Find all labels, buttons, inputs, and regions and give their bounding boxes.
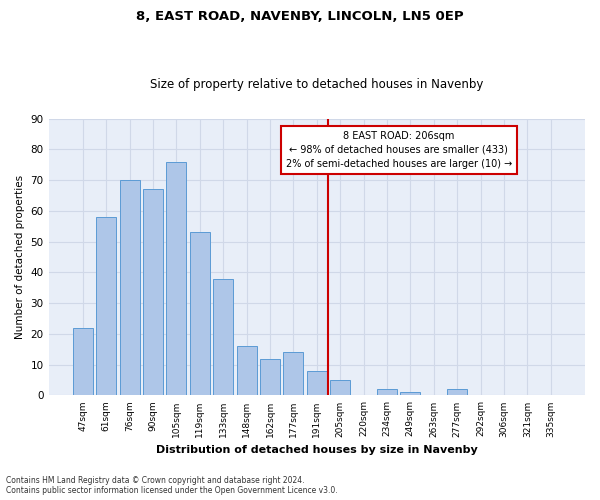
Text: 8, EAST ROAD, NAVENBY, LINCOLN, LN5 0EP: 8, EAST ROAD, NAVENBY, LINCOLN, LN5 0EP [136, 10, 464, 23]
Bar [166, 162, 187, 396]
Bar [260, 358, 280, 396]
Bar [307, 371, 327, 396]
Bar [213, 278, 233, 396]
X-axis label: Distribution of detached houses by size in Navenby: Distribution of detached houses by size … [156, 445, 478, 455]
Bar [330, 380, 350, 396]
Text: 8 EAST ROAD: 206sqm
← 98% of detached houses are smaller (433)
2% of semi-detach: 8 EAST ROAD: 206sqm ← 98% of detached ho… [286, 131, 512, 169]
Bar [97, 217, 116, 396]
Y-axis label: Number of detached properties: Number of detached properties [15, 175, 25, 339]
Bar [447, 390, 467, 396]
Bar [236, 346, 257, 396]
Bar [283, 352, 304, 396]
Text: Contains HM Land Registry data © Crown copyright and database right 2024.
Contai: Contains HM Land Registry data © Crown c… [6, 476, 338, 495]
Title: Size of property relative to detached houses in Navenby: Size of property relative to detached ho… [150, 78, 484, 91]
Bar [400, 392, 420, 396]
Bar [120, 180, 140, 396]
Bar [143, 190, 163, 396]
Bar [377, 390, 397, 396]
Bar [190, 232, 210, 396]
Bar [73, 328, 93, 396]
